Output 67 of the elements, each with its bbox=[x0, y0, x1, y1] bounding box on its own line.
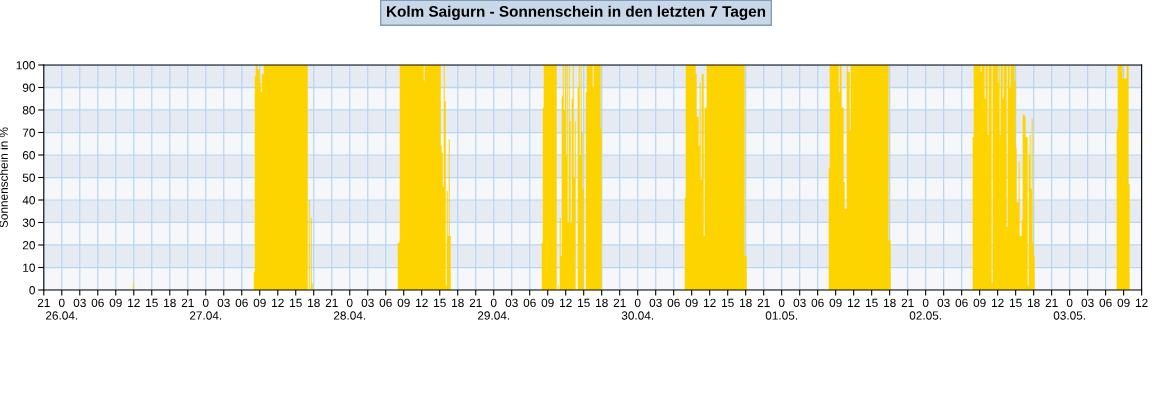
x-tick-label: 21 bbox=[613, 298, 626, 307]
x-tick-label: 18 bbox=[308, 298, 320, 307]
x-tick-label: 12 bbox=[272, 298, 284, 307]
x-tick-label: 15 bbox=[290, 298, 302, 307]
x-tick-label: 06 bbox=[523, 298, 536, 307]
x-tick-label: 09 bbox=[109, 298, 122, 307]
x-tick-label: 18 bbox=[740, 298, 752, 307]
x-tick-label: 12 bbox=[848, 298, 860, 307]
x-tick-label: 15 bbox=[1009, 298, 1022, 307]
y-tick-label: 40 bbox=[22, 196, 35, 205]
x-tick-label: 21 bbox=[325, 298, 338, 307]
x-tick-label: 03 bbox=[793, 298, 806, 307]
x-tick-label: 09 bbox=[685, 298, 698, 307]
x-tick-label: 03 bbox=[73, 298, 86, 307]
y-tick-label: 90 bbox=[22, 83, 35, 92]
x-tick-label: 21 bbox=[757, 298, 770, 307]
x-tick-label: 15 bbox=[866, 298, 878, 307]
x-tick-label: 06 bbox=[955, 298, 968, 307]
x-tick-label: 03 bbox=[361, 298, 374, 307]
y-tick-label: 30 bbox=[22, 218, 35, 227]
x-tick-label: 21 bbox=[901, 298, 914, 307]
x-tick-label: 06 bbox=[379, 298, 392, 307]
y-tick-label: 100 bbox=[16, 61, 35, 70]
x-tick-label: 09 bbox=[541, 298, 554, 307]
x-tick-label: 15 bbox=[434, 298, 446, 307]
x-tick-label: 09 bbox=[973, 298, 986, 307]
x-tick-label: 21 bbox=[37, 298, 50, 307]
y-tick-label: 70 bbox=[22, 128, 35, 137]
y-tick-label: 80 bbox=[22, 106, 35, 115]
y-axis-title: Sonnenschein in % bbox=[0, 127, 8, 228]
x-tick-label: 18 bbox=[596, 298, 608, 307]
x-tick-label: 03 bbox=[217, 298, 230, 307]
chart-title: Kolm Saigurn - Sonnenschein in den letzten 7 Tagen bbox=[387, 5, 766, 20]
x-tick-label: 12 bbox=[128, 298, 140, 307]
y-tick-label: 60 bbox=[22, 151, 35, 160]
y-tick-label: 0 bbox=[29, 286, 35, 295]
y-tick-label: 20 bbox=[22, 241, 35, 250]
x-tick-label: 15 bbox=[722, 298, 734, 307]
y-tick-label: 50 bbox=[22, 173, 35, 182]
x-tick-label: 09 bbox=[253, 298, 266, 307]
x-tick-label: 12 bbox=[416, 298, 428, 307]
x-tick-label: 06 bbox=[1099, 298, 1112, 307]
x-tick-label: 03 bbox=[649, 298, 662, 307]
x-tick-label: 06 bbox=[811, 298, 824, 307]
y-tick-label: 10 bbox=[23, 263, 35, 272]
x-tick-label: 06 bbox=[91, 298, 104, 307]
x-tick-label: 03 bbox=[937, 298, 950, 307]
x-tick-label: 21 bbox=[469, 298, 482, 307]
x-tick-label: 12 bbox=[991, 298, 1004, 307]
x-tick-label: 09 bbox=[829, 298, 842, 307]
x-tick-label: 06 bbox=[667, 298, 680, 307]
x-tick-label: 12 bbox=[1135, 298, 1148, 307]
x-tick-label: 21 bbox=[1045, 298, 1058, 307]
x-tick-label: 18 bbox=[1027, 298, 1040, 307]
x-tick-label: 09 bbox=[397, 298, 410, 307]
x-tick-label: 09 bbox=[1117, 298, 1130, 307]
x-tick-label: 21 bbox=[181, 298, 194, 307]
x-tick-label: 06 bbox=[235, 298, 248, 307]
x-tick-label: 15 bbox=[146, 298, 158, 307]
x-tick-label: 18 bbox=[884, 298, 896, 307]
x-tick-label: 12 bbox=[704, 298, 716, 307]
x-tick-label: 03 bbox=[1081, 298, 1094, 307]
x-tick-label: 18 bbox=[164, 298, 176, 307]
x-tick-label: 03 bbox=[505, 298, 518, 307]
x-tick-label: 12 bbox=[560, 298, 572, 307]
x-tick-label: 15 bbox=[578, 298, 590, 307]
x-tick-label: 18 bbox=[452, 298, 464, 307]
